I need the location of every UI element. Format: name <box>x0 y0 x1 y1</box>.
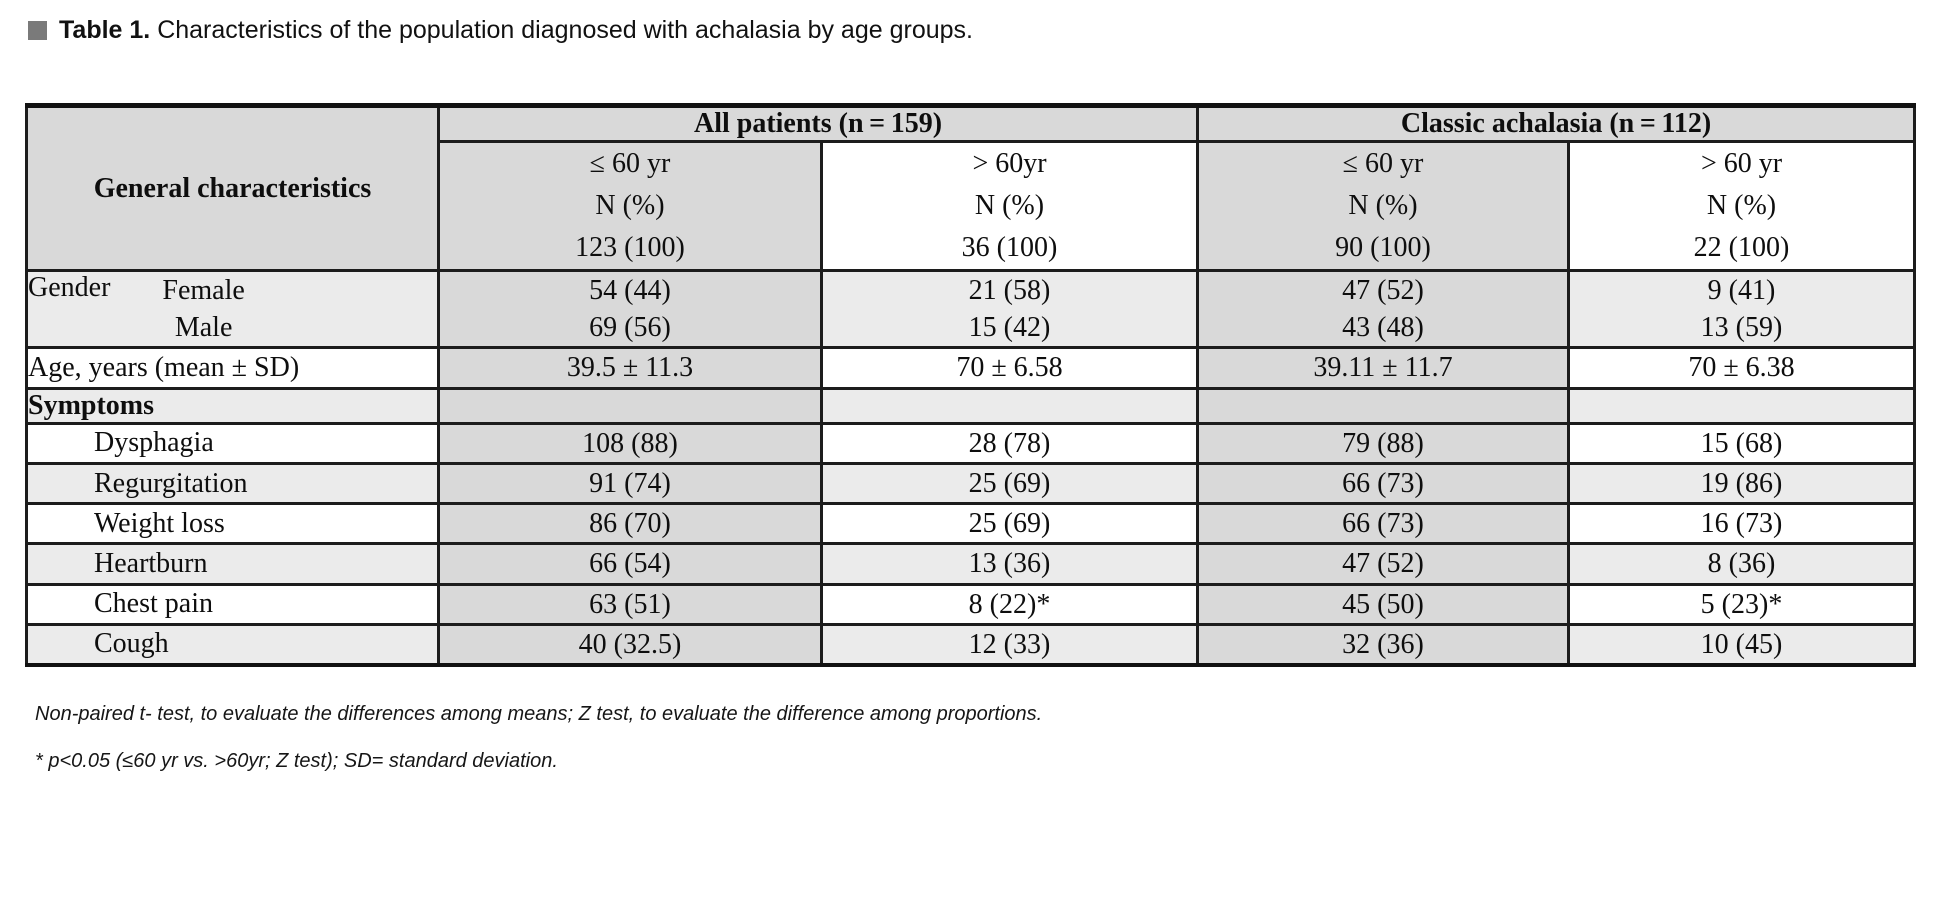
data-cell: 13 (36) <box>820 542 1199 586</box>
row-label-symptoms: Symptoms <box>25 386 440 425</box>
table-row-dysphagia: Dysphagia 108 (88) 28 (78) 79 (88) 15 (6… <box>25 421 1917 465</box>
corner-header-cell: General characteristics <box>25 104 440 272</box>
data-cell: 45 (50) <box>1196 582 1570 626</box>
characteristics-table: General characteristics All patients (n … <box>25 103 1917 668</box>
row-label-cough: Cough <box>25 622 440 667</box>
data-cell: 66 (73) <box>1196 461 1570 506</box>
table-row-sub-headers: ≤ 60 yr N (%) 123 (100) > 60yr N (%) 36 … <box>27 140 1917 272</box>
table-row-group-headers: General characteristics All patients (n … <box>25 104 1917 272</box>
data-cell: 47 (52) <box>1196 542 1570 586</box>
row-label-regurgitation: Regurgitation <box>25 461 440 506</box>
table-row-gender: Gender Female Male 54 (44) 69 (56) 21 (5… <box>25 268 1917 350</box>
data-cell: 39.11 ± 11.7 <box>1196 346 1570 390</box>
data-cell: 32 (36) <box>1196 622 1570 667</box>
square-bullet-icon <box>28 20 47 40</box>
data-cell: 25 (69) <box>820 502 1199 546</box>
data-cell: 25 (69) <box>820 461 1199 506</box>
caption-text: Table 1. Characteristics of the populati… <box>59 15 973 45</box>
data-cell: 8 (22)* <box>820 582 1199 626</box>
subheader-classic-le60: ≤ 60 yr N (%) 90 (100) <box>1196 140 1570 272</box>
data-cell <box>820 386 1199 425</box>
data-cell: 86 (70) <box>437 502 823 546</box>
data-cell: 5 (23)* <box>1566 582 1917 626</box>
caption-description: Characteristics of the population diagno… <box>150 16 973 44</box>
row-label-weight-loss: Weight loss <box>25 502 440 546</box>
caption-label: Table 1. <box>59 16 151 44</box>
data-cell: 21 (58) 15 (42) <box>820 268 1199 350</box>
data-cell: 39.5 ± 11.3 <box>437 346 823 390</box>
data-cell: 54 (44) 69 (56) <box>437 268 823 350</box>
subheader-classic-gt60: > 60 yr N (%) 22 (100) <box>1566 140 1917 272</box>
table-row-chest-pain: Chest pain 63 (51) 8 (22)* 45 (50) 5 (23… <box>25 582 1917 626</box>
data-cell <box>437 386 823 425</box>
row-label-gender: Gender Female Male <box>25 268 440 350</box>
data-cell: 66 (54) <box>437 542 823 586</box>
data-cell: 8 (36) <box>1566 542 1917 586</box>
data-cell: 79 (88) <box>1196 421 1570 465</box>
table-row-regurgitation: Regurgitation 91 (74) 25 (69) 66 (73) 19… <box>25 461 1917 506</box>
data-cell <box>1566 386 1917 425</box>
row-label-chest-pain: Chest pain <box>25 582 440 626</box>
row-label-heartburn: Heartburn <box>25 542 440 586</box>
footnote-statistical-tests: Non-paired t- test, to evaluate the diff… <box>35 703 1043 726</box>
gender-sublabels: Female Male <box>162 275 245 344</box>
row-label-age: Age, years (mean ± SD) <box>25 346 440 390</box>
group-header-all-patients: All patients (n = 159) <box>437 104 1199 143</box>
row-label-dysphagia: Dysphagia <box>25 421 440 465</box>
table-row-symptoms-header: Symptoms <box>25 386 1917 425</box>
data-cell: 15 (68) <box>1566 421 1917 465</box>
table-row-heartburn: Heartburn 66 (54) 13 (36) 47 (52) 8 (36) <box>25 542 1917 586</box>
subheader-all-le60: ≤ 60 yr N (%) 123 (100) <box>437 140 823 272</box>
data-cell: 12 (33) <box>820 622 1199 667</box>
data-cell: 47 (52) 43 (48) <box>1196 268 1570 350</box>
data-cell: 16 (73) <box>1566 502 1917 546</box>
data-cell: 9 (41) 13 (59) <box>1566 268 1917 350</box>
data-cell: 70 ± 6.58 <box>820 346 1199 390</box>
subheader-all-gt60: > 60yr N (%) 36 (100) <box>820 140 1199 272</box>
table-row-weight-loss: Weight loss 86 (70) 25 (69) 66 (73) 16 (… <box>25 502 1917 546</box>
data-cell: 40 (32.5) <box>437 622 823 667</box>
table-row-cough: Cough 40 (32.5) 12 (33) 32 (36) 10 (45) <box>25 622 1917 667</box>
data-cell: 19 (86) <box>1566 461 1917 506</box>
data-cell: 66 (73) <box>1196 502 1570 546</box>
data-cell: 91 (74) <box>437 461 823 506</box>
table-row-age: Age, years (mean ± SD) 39.5 ± 11.3 70 ± … <box>25 346 1917 390</box>
gender-label-group: Gender Female Male <box>28 272 437 346</box>
data-cell: 63 (51) <box>437 582 823 626</box>
footnote-significance: * p<0.05 (≤60 yr vs. >60yr; Z test); SD=… <box>35 750 558 773</box>
table-caption: Table 1. Characteristics of the populati… <box>28 15 1937 45</box>
data-cell: 70 ± 6.38 <box>1566 346 1917 390</box>
data-cell: 28 (78) <box>820 421 1199 465</box>
gender-label: Gender <box>28 272 111 303</box>
data-cell: 10 (45) <box>1566 622 1917 667</box>
data-cell <box>1196 386 1570 425</box>
group-header-classic-achalasia: Classic achalasia (n = 112) <box>1195 104 1917 143</box>
data-cell: 108 (88) <box>437 421 823 465</box>
